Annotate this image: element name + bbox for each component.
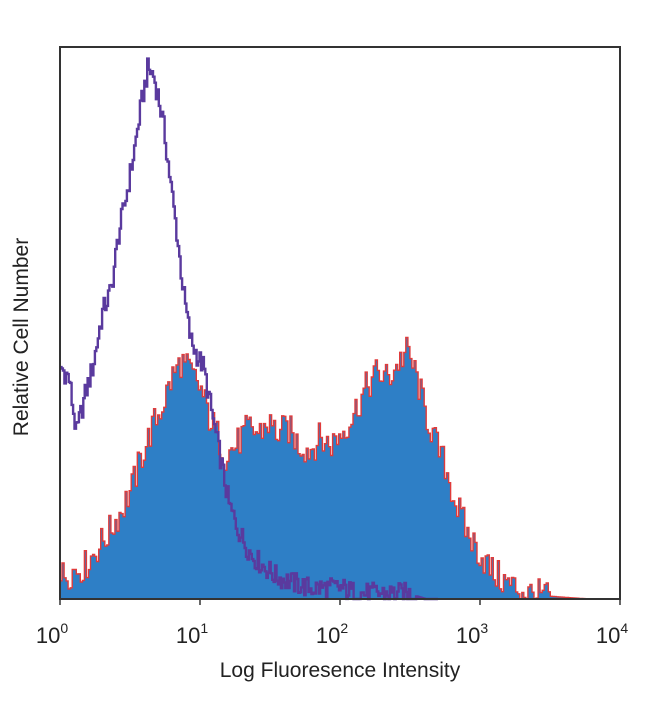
filled-histogram-area xyxy=(60,337,589,599)
x-tick-label: 104 xyxy=(596,620,628,648)
x-tick-label: 100 xyxy=(36,620,68,648)
series-layer xyxy=(60,57,590,601)
filled-histogram-edge xyxy=(60,336,590,600)
x-tick-label: 101 xyxy=(176,620,208,648)
x-tick-label: 103 xyxy=(456,620,488,648)
x-axis-label: Log Fluoresence Intensity xyxy=(220,659,461,682)
x-tick-layer: 100 101 102 103 104 xyxy=(36,599,628,648)
outline-histogram-line xyxy=(60,57,438,601)
y-axis-label: Relative Cell Number xyxy=(10,238,33,436)
x-tick-label: 102 xyxy=(316,620,348,648)
